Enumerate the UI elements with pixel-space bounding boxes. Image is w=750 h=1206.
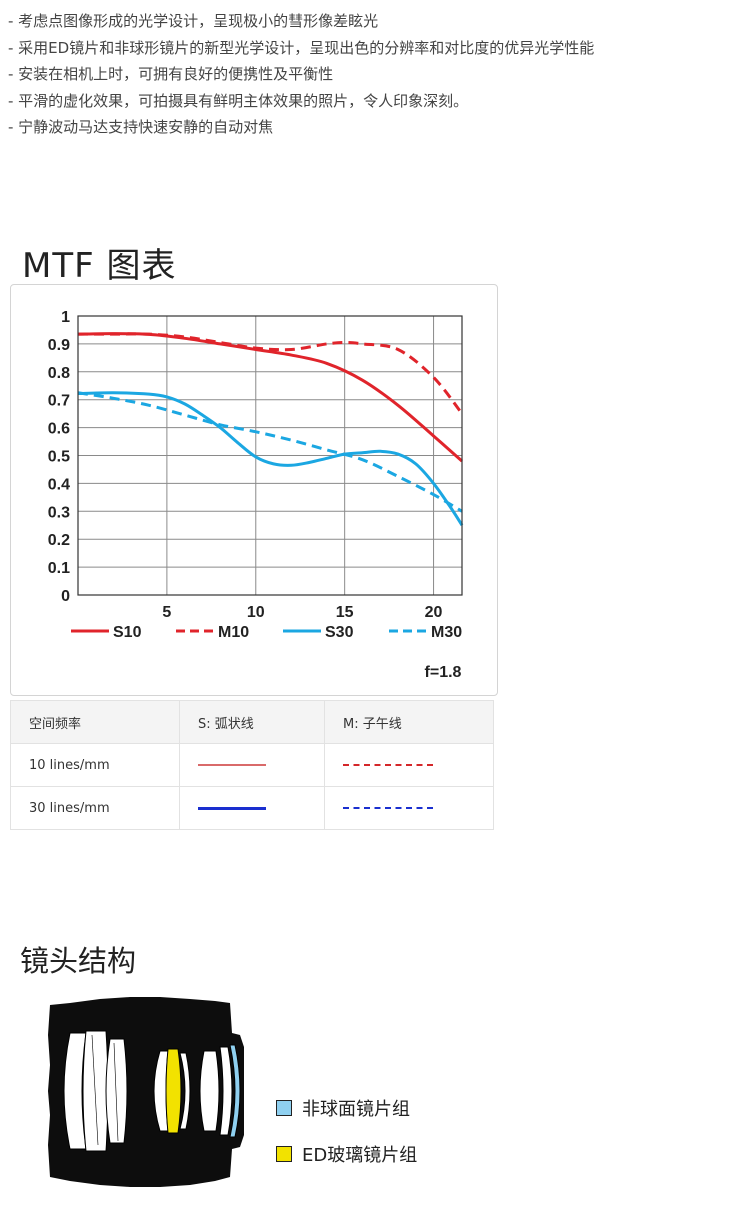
lens-construction-diagram [40,995,250,1190]
x-tick-label: 20 [425,604,443,621]
series-line-m30 [77,391,463,513]
mtf-chart: 0 0.1 0.2 0.3 0.4 0.5 0.6 0.7 0.8 0.9 1 5 10 15 20 S1… [48,309,464,681]
lens-section-title: 镜头结构 [20,944,137,978]
ed-lens-element [165,1048,182,1134]
aspherical-swatch [276,1100,292,1116]
row-label: 30 lines/mm [10,786,180,830]
table-row: 30 lines/mm [10,786,494,830]
legend-label: S30 [325,624,354,641]
plot-frame [77,315,463,596]
y-tick-label: 0.9 [48,337,70,354]
sagittal-sample-cell [179,743,325,787]
row-label: 10 lines/mm [10,743,180,787]
y-tick-label: 0.3 [48,504,70,521]
dashed-line-sample [343,764,433,766]
sagittal-sample-cell [179,786,325,830]
table-row: 10 lines/mm [10,743,494,787]
line-style-table: 空间频率 S: 弧状线 M: 子午线 10 lines/mm 30 lines/… [10,700,494,830]
aspherical-lens-element [229,1044,241,1138]
mtf-section-title: MTF 图表 [22,246,177,286]
feature-item: - 考虑点图像形成的光学设计，呈现极小的彗形像差眩光 [8,12,379,30]
series-line-s30 [77,391,464,527]
legend-ed-glass: ED玻璃镜片组 [276,1144,417,1168]
aperture-annotation: f=1.8 [425,664,462,681]
mtf-chart-panel: 0 0.1 0.2 0.3 0.4 0.5 0.6 0.7 0.8 0.9 1 5 10 15 20 S1… [10,284,498,696]
legend-label: M30 [431,624,462,641]
lens-element [219,1046,233,1136]
lens-element [179,1052,191,1130]
x-tick-label: 10 [247,604,265,621]
lens-diagram [48,997,244,1187]
series-line-m10 [78,332,464,415]
feature-item: - 安装在相机上时，可拥有良好的便携性及平衡性 [8,65,334,83]
y-tick-label: 0 [61,588,70,605]
x-tick-label: 5 [162,604,171,621]
lens-element [82,1030,109,1152]
feature-list: - 考虑点图像形成的光学设计，呈现极小的彗形像差眩光 - 采用ED镜片和非球形镜… [8,8,594,141]
y-tick-label: 1 [61,309,70,326]
x-tick-label: 15 [336,604,354,621]
ed-glass-swatch [276,1146,292,1162]
dashed-line-sample [343,807,433,809]
legend-aspherical: 非球面镜片组 [276,1098,417,1122]
solid-line-sample [198,764,266,766]
lens-legend: 非球面镜片组 ED玻璃镜片组 [276,1098,417,1190]
y-tick-label: 0.8 [48,365,70,382]
feature-item: - 宁静波动马达支持快速安静的自动对焦 [8,118,274,136]
legend-label: S10 [113,624,142,641]
lens-element [105,1038,128,1144]
solid-line-sample [198,806,266,810]
legend-label: ED玻璃镜片组 [302,1145,418,1166]
y-tick-label: 0.5 [48,449,70,466]
header-frequency: 空间频率 [10,700,180,744]
legend-label: M10 [218,624,249,641]
meridional-sample-cell [324,743,494,787]
feature-item: - 平滑的虚化效果，可拍摄具有鲜明主体效果的照片，令人印象深刻。 [8,91,469,110]
lens-element [199,1050,220,1132]
feature-item: - 采用ED镜片和非球形镜片的新型光学设计，呈现出色的分辨率和对比度的优异光学性… [8,38,595,57]
header-sagittal: S: 弧状线 [179,700,325,744]
header-meridional: M: 子午线 [324,700,494,744]
y-tick-label: 0.7 [48,393,70,410]
table-header-row: 空间频率 S: 弧状线 M: 子午线 [10,700,494,744]
legend-label: 非球面镜片组 [302,1099,410,1120]
y-tick-label: 0.2 [48,532,70,549]
meridional-sample-cell [324,786,494,830]
y-tick-label: 0.1 [48,560,70,577]
y-tick-label: 0.6 [48,421,70,438]
y-tick-label: 0.4 [48,476,70,493]
